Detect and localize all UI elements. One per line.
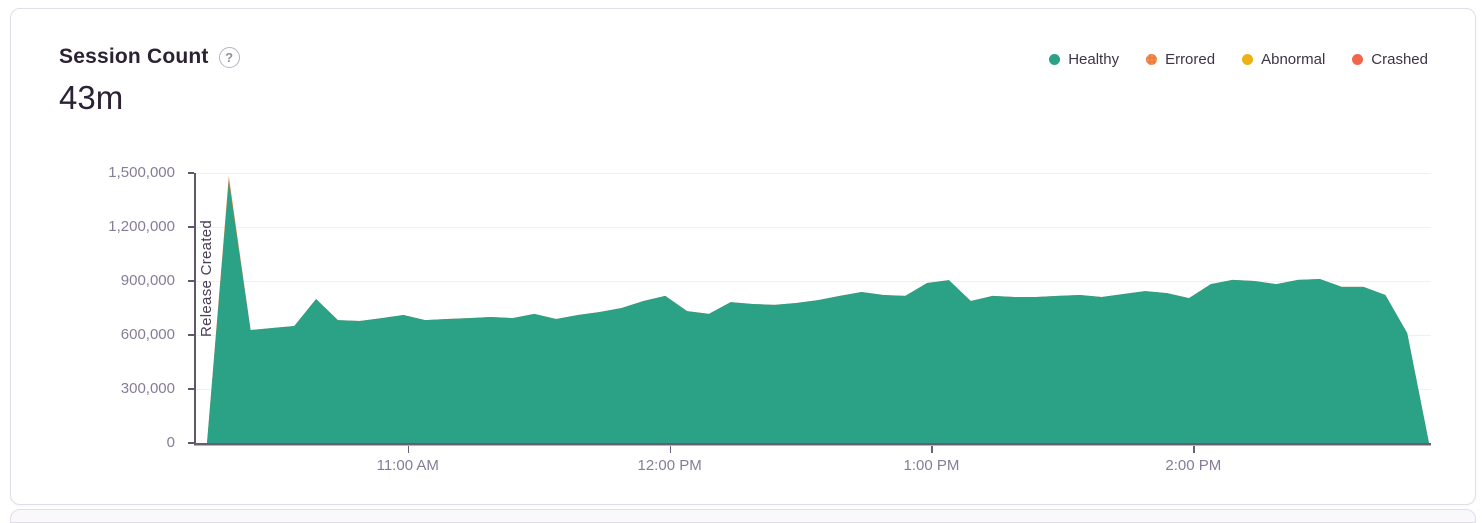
y-tick (188, 280, 194, 282)
next-card-edge (10, 509, 1476, 523)
gridline (195, 227, 1431, 228)
legend-item-crashed[interactable]: Crashed (1352, 51, 1428, 68)
y-axis-tick-label: 300,000 (120, 380, 175, 397)
crashed-dot-icon (1352, 54, 1364, 65)
y-tick (188, 334, 194, 336)
errored-dot-icon (1146, 54, 1158, 65)
abnormal-dot-icon (1242, 54, 1254, 65)
healthy-area-series (207, 181, 1429, 443)
gridline (195, 173, 1431, 174)
x-axis-line (194, 443, 1431, 446)
legend-item-abnormal[interactable]: Abnormal (1242, 51, 1325, 68)
gridline (195, 281, 1431, 282)
x-tick (931, 446, 933, 453)
page-title: Session Count (59, 45, 209, 68)
chart-legend: Healthy Errored Abnormal Crashed (1049, 51, 1428, 68)
x-axis-tick-label: 1:00 PM (903, 457, 960, 474)
y-axis-tick-label: 0 (166, 434, 175, 451)
session-count-card: Session Count ? 43m Healthy Errored Abno… (10, 8, 1476, 505)
legend-label: Abnormal (1261, 51, 1326, 68)
x-axis-tick-label: 2:00 PM (1165, 457, 1222, 474)
legend-label: Errored (1165, 51, 1216, 68)
legend-item-errored[interactable]: Errored (1146, 51, 1215, 68)
y-axis-tick-label: 1,200,000 (108, 218, 175, 235)
legend-label: Healthy (1068, 51, 1120, 68)
x-axis-tick-label: 11:00 AM (376, 457, 439, 474)
y-axis-tick-label: 900,000 (120, 272, 175, 289)
session-area-chart[interactable]: 0 300,000 600,000 900,000 1,200,000 1,500,000… (108, 164, 1431, 474)
healthy-dot-icon (1049, 54, 1061, 65)
card-header: Session Count ? (59, 45, 240, 69)
y-tick (188, 172, 194, 174)
y-axis-line (194, 173, 196, 444)
release-created-annotation: Release Created (198, 219, 215, 337)
x-tick (1193, 446, 1195, 453)
legend-label: Crashed (1371, 51, 1428, 68)
y-tick (188, 226, 194, 228)
help-icon[interactable]: ? (218, 46, 240, 68)
y-tick (188, 388, 194, 390)
area-series (207, 176, 1429, 443)
x-axis-tick-label: 12:00 PM (637, 457, 702, 474)
x-tick (407, 446, 410, 453)
y-axis-tick-label: 600,000 (120, 326, 175, 343)
legend-item-healthy[interactable]: Healthy (1049, 51, 1119, 68)
y-axis-tick-label: 1,500,000 (108, 164, 175, 181)
session-count-total: 43m (59, 79, 124, 116)
x-tick (669, 446, 672, 453)
y-tick (188, 442, 194, 444)
